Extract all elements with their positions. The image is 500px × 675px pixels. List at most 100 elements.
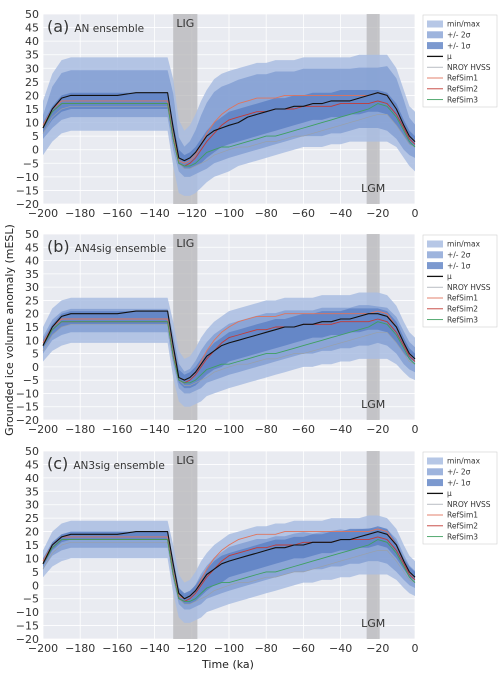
y-tick-label: 15: [25, 539, 39, 552]
y-tick-label: 50: [25, 445, 39, 458]
y-tick-label: 35: [25, 268, 39, 281]
legend-nroy-hvss-label: NROY HVSS: [447, 500, 491, 509]
panel-letter: (b): [47, 237, 75, 256]
x-tick-label: −200: [28, 207, 58, 220]
x-tick-label: −80: [255, 423, 278, 436]
legend-frame: [422, 234, 498, 328]
x-tick-label: −180: [65, 642, 95, 655]
y-tick-label: −10: [16, 387, 39, 400]
legend-refsim1-label: RefSim1: [447, 511, 478, 520]
line-refsim1: [42, 92, 416, 164]
x-tick-label: −80: [255, 642, 278, 655]
band-1sigma: [43, 308, 415, 389]
y-tick-label: 30: [25, 281, 39, 294]
x-tick-label: −40: [329, 423, 352, 436]
legend-mu-label: μ: [447, 52, 452, 61]
y-tick-label: 0: [32, 361, 39, 374]
x-tick-label: −160: [102, 642, 132, 655]
y-tick-label: 25: [25, 294, 39, 307]
x-tick-label: −100: [214, 423, 244, 436]
x-tick-label: −120: [177, 423, 207, 436]
y-tick-label: 20: [25, 89, 39, 102]
x-tick-label: −180: [65, 207, 95, 220]
x-tick-label: −120: [177, 207, 207, 220]
x-tick-label: −160: [102, 423, 132, 436]
y-tick-label: 5: [32, 348, 39, 361]
legend-refsim2-label: RefSim2: [447, 85, 478, 94]
legend-refsim3-label: RefSim3: [447, 532, 478, 541]
line-nroy-hvss: [42, 323, 416, 386]
y-tick-label: 10: [25, 552, 39, 565]
y-tick-label: 35: [25, 49, 39, 62]
y-tick-label: 5: [32, 566, 39, 579]
y-tick-label: −20: [16, 414, 39, 427]
y-tick-label: 5: [32, 130, 39, 143]
x-tick-label: −60: [292, 642, 315, 655]
x-tick-label: −120: [177, 642, 207, 655]
x-tick-label: 0: [412, 207, 419, 220]
legend-nroy-hvss-label: NROY HVSS: [447, 63, 491, 72]
y-tick-label: −5: [23, 157, 39, 170]
line-refsim1: [42, 528, 416, 600]
panel-title: (c) AN3sig ensemble: [47, 454, 165, 473]
y-tick-label: −20: [16, 633, 39, 646]
y-tick-label: −5: [23, 593, 39, 606]
legend-1sigma-swatch: [427, 479, 443, 487]
line-mu: [42, 310, 416, 381]
y-tick-label: 40: [25, 35, 39, 48]
x-tick-label: −180: [65, 423, 95, 436]
legend-mu-label: μ: [447, 272, 452, 281]
y-tick-label: −15: [16, 401, 39, 414]
legend-refsim1-label: RefSim1: [447, 74, 478, 83]
legend-minmax-label: min/max: [447, 457, 481, 466]
legend-minmax-swatch: [427, 240, 443, 248]
legend-mu-label: μ: [447, 489, 452, 498]
x-tick-label: 0: [412, 642, 419, 655]
period-label-lig: LIG: [176, 237, 194, 250]
x-tick-label: −140: [139, 423, 169, 436]
legend-refsim2-label: RefSim2: [447, 305, 478, 314]
panel-name: AN4sig ensemble: [75, 243, 166, 255]
y-tick-label: −15: [16, 184, 39, 197]
x-tick-label: −200: [28, 642, 58, 655]
y-axis-label: Grounded ice volume anomaly (mESL): [3, 224, 16, 436]
legend-minmax-swatch: [427, 20, 443, 28]
x-tick-label: −20: [366, 642, 389, 655]
period-label-lgm: LGM: [361, 398, 385, 411]
y-tick-label: 45: [25, 241, 39, 254]
legend-refsim3-label: RefSim3: [447, 315, 478, 324]
period-label-lig: LIG: [176, 454, 194, 467]
x-tick-label: −80: [255, 207, 278, 220]
y-tick-label: 0: [32, 579, 39, 592]
line-mu: [42, 531, 416, 600]
y-tick-label: 25: [25, 512, 39, 525]
legend-refsim3-label: RefSim3: [447, 95, 478, 104]
y-tick-label: 0: [32, 144, 39, 157]
legend-refsim1-label: RefSim1: [447, 294, 478, 303]
y-tick-label: 45: [25, 458, 39, 471]
legend-minmax-swatch: [427, 457, 443, 465]
period-label-lgm: LGM: [361, 617, 385, 630]
line-refsim3: [42, 103, 416, 167]
period-label-lgm: LGM: [361, 182, 385, 195]
legend-1sigma-label: +/- 1σ: [447, 478, 471, 487]
x-tick-label: −40: [329, 642, 352, 655]
legend-2sigma-swatch: [427, 31, 443, 39]
y-tick-label: −20: [16, 198, 39, 211]
line-refsim1: [42, 310, 416, 381]
legend-1sigma-swatch: [427, 42, 443, 50]
legend-minmax-label: min/max: [447, 240, 481, 249]
legend-minmax-label: min/max: [447, 20, 481, 29]
y-tick-label: 45: [25, 22, 39, 35]
panel-letter: (c): [47, 454, 73, 473]
legend-1sigma-swatch: [427, 262, 443, 270]
legend-frame: [422, 14, 498, 108]
legend-frame: [422, 451, 498, 545]
x-tick-label: −100: [214, 642, 244, 655]
y-tick-label: −10: [16, 171, 39, 184]
x-tick-label: −20: [366, 207, 389, 220]
y-tick-label: 40: [25, 472, 39, 485]
legend: min/max +/- 2σ+/- 1σ μ NROY HVSS RefSim1 RefS…: [422, 451, 498, 545]
x-axis-label: Time (ka): [201, 658, 254, 671]
